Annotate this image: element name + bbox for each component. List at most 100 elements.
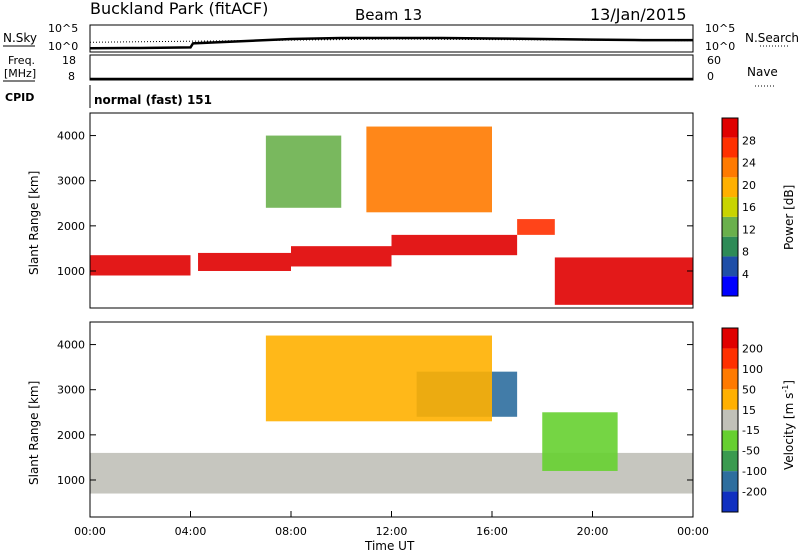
noise-ytick-right-bottom: 10^0 (705, 40, 735, 53)
heatmap-region (90, 255, 191, 276)
colorbar-swatch (722, 276, 738, 296)
power-colorbar-label: Power [dB] (782, 185, 796, 250)
colorbar-swatch (722, 348, 738, 369)
colorbar-tick-label: 15 (742, 404, 756, 417)
freq-ytick-bottom: 8 (68, 70, 75, 83)
xtick-label: 20:00 (577, 525, 609, 538)
colorbar-swatch (722, 409, 738, 431)
ytick-label: 3000 (57, 175, 85, 188)
velocity-colorbar-label-main: Velocity [m s (782, 393, 796, 470)
nave-ytick-bottom: 0 (707, 70, 714, 83)
colorbar-swatch (722, 368, 738, 390)
colorbar-swatch (722, 197, 738, 217)
date-title: 13/Jan/2015 (590, 5, 687, 24)
colorbar-swatch (722, 118, 738, 138)
freq-ytick-top: 18 (62, 54, 76, 67)
colorbar-swatch (722, 389, 738, 410)
ytick-label: 4000 (57, 130, 85, 143)
time-axis-label: Time UT (364, 539, 415, 553)
ytick-label: 2000 (57, 429, 85, 442)
velocity-colorbar-ticks: 200 100 50 15 -15 -50 -100 -200 (742, 342, 767, 498)
colorbar-swatch (722, 430, 738, 451)
colorbar-tick-label: 100 (742, 363, 763, 376)
colorbar-swatch (722, 256, 738, 277)
colorbar-tick-label: 16 (742, 201, 756, 214)
xtick-label: 12:00 (376, 525, 408, 538)
velocity-colorbar (721, 327, 739, 513)
cpid-text: normal (fast) 151 (94, 93, 212, 107)
cpid-label: CPID (5, 91, 34, 104)
velocity-colorbar-label: Velocity [m s-1] (781, 380, 796, 470)
power-panel-frame (89, 112, 694, 309)
power-colorbar-ticks: 28 24 20 16 12 8 4 (742, 134, 756, 281)
colorbar-swatch (722, 491, 738, 512)
station-title: Buckland Park (fitACF) (90, 0, 268, 18)
velocity-yticks: 1000 2000 3000 4000 (57, 339, 693, 487)
noise-panel-frame (89, 24, 694, 53)
velocity-xticks: 00:00 04:00 08:00 12:00 16:00 20:00 00:00 (74, 511, 709, 538)
ytick-label: 4000 (57, 339, 85, 352)
freq-panel-frame (89, 54, 694, 81)
nave-label: Nave (747, 65, 778, 79)
nsky-series-line (89, 36, 693, 50)
colorbar-swatch (722, 471, 738, 492)
freq-label: Freq. (8, 54, 35, 67)
nsky-label: N.Sky (3, 31, 37, 45)
velocity-colorbar-label-end: ] (782, 380, 796, 385)
freq-unit-label: [MHz] (4, 67, 36, 80)
power-yticks: 1000 2000 3000 4000 (57, 130, 693, 278)
colorbar-swatch (722, 157, 738, 178)
colorbar-tick-label: -200 (742, 486, 767, 499)
colorbar-swatch (722, 137, 738, 158)
velocity-ylabel: Slant Range [km] (27, 381, 41, 485)
power-ylabel: Slant Range [km] (27, 171, 41, 275)
xtick-label: 04:00 (175, 525, 207, 538)
xtick-label: 16:00 (476, 525, 508, 538)
colorbar-tick-label: 200 (742, 342, 763, 355)
noise-ytick-left-top: 10^5 (48, 22, 78, 35)
ytick-label: 1000 (57, 474, 85, 487)
heatmap-region (366, 126, 492, 213)
heatmap-region (198, 252, 291, 271)
ytick-label: 2000 (57, 220, 85, 233)
nsearch-label: N.Search (745, 31, 799, 45)
power-heatmap-cells (90, 126, 693, 305)
colorbar-swatch (722, 236, 738, 257)
colorbar-swatch (722, 216, 738, 237)
beam-title: Beam 13 (355, 6, 422, 24)
colorbar-swatch (722, 177, 738, 198)
colorbar-tick-label: 20 (742, 179, 756, 192)
heatmap-region (265, 135, 342, 208)
ytick-label: 3000 (57, 384, 85, 397)
colorbar-tick-label: 12 (742, 223, 756, 236)
heatmap-region (391, 234, 518, 256)
heatmap-region (517, 219, 555, 235)
noise-ytick-right-top: 10^5 (705, 22, 735, 35)
colorbar-tick-label: 8 (742, 246, 749, 259)
heatmap-region (542, 412, 618, 471)
power-colorbar (721, 117, 739, 297)
colorbar-tick-label: 50 (742, 383, 756, 396)
velocity-colorbar-label-sup: -1 (781, 385, 790, 393)
colorbar-tick-label: 4 (742, 268, 749, 281)
xtick-label: 08:00 (275, 525, 307, 538)
noise-ytick-left-bottom: 10^0 (48, 40, 78, 53)
xtick-label: 00:00 (74, 525, 106, 538)
colorbar-swatch (722, 328, 738, 349)
heatmap-region (265, 335, 492, 422)
colorbar-frame (721, 327, 739, 513)
colorbar-frame (721, 117, 739, 297)
nave-ytick-top: 60 (707, 54, 721, 67)
velocity-heatmap-cells (90, 335, 693, 494)
colorbar-tick-label: 28 (742, 134, 756, 147)
colorbar-tick-label: -50 (742, 445, 760, 458)
colorbar-tick-label: 24 (742, 157, 756, 170)
colorbar-swatch (722, 450, 738, 472)
colorbar-tick-label: -15 (742, 424, 760, 437)
heatmap-region (554, 257, 693, 305)
colorbar-tick-label: -100 (742, 465, 767, 478)
ytick-label: 1000 (57, 265, 85, 278)
heatmap-region (291, 246, 392, 267)
xtick-label: 00:00 (677, 525, 709, 538)
